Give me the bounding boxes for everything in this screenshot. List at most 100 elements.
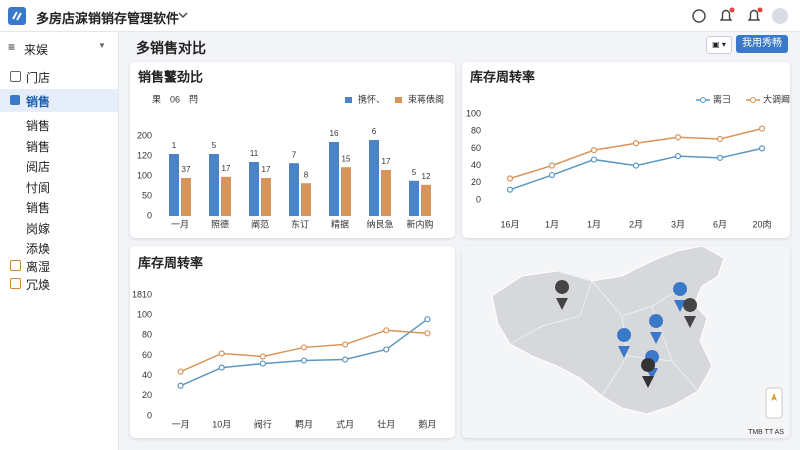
y-tick-label: 100 — [137, 170, 152, 180]
y-tick-label: 1810 — [132, 289, 152, 299]
data-label: 11 — [250, 149, 259, 158]
bell-icon[interactable] — [719, 9, 733, 21]
x-tick-label: 10月 — [212, 419, 231, 429]
data-label: 17 — [222, 164, 231, 173]
y-tick-label: 40 — [471, 160, 481, 170]
nav-icon — [10, 278, 21, 289]
map-caption: TMB TT AS — [748, 429, 784, 436]
point — [424, 316, 431, 323]
point — [259, 360, 266, 367]
chart-subtitle: 果 06 閂 — [152, 94, 198, 104]
x-tick-label: 2月 — [629, 219, 643, 229]
compass[interactable] — [765, 387, 783, 419]
badge — [757, 7, 763, 13]
x-tick-label: 新内购 — [406, 218, 433, 229]
y-tick-label: 100 — [137, 310, 152, 320]
y-tick-label: 100 — [466, 108, 481, 118]
x-tick-label: 1月 — [587, 219, 601, 229]
data-label: 15 — [342, 154, 351, 163]
point — [259, 353, 266, 360]
bar — [301, 183, 311, 216]
nav-subitem[interactable]: 销售 — [26, 140, 51, 154]
bar — [289, 163, 299, 216]
map-pin[interactable] — [641, 358, 656, 388]
x-tick-label: 阀行 — [254, 418, 272, 429]
map: TMB TT AS — [491, 245, 784, 436]
point — [674, 134, 682, 141]
point — [548, 171, 556, 179]
data-label: 16 — [330, 129, 339, 138]
primary-button[interactable]: 我用秀畅 — [736, 35, 788, 53]
nav-subitem[interactable]: 销售 — [26, 201, 51, 215]
point — [632, 162, 640, 169]
card: 库存周转率 0 20 40 60 80 100 16月 1月 1月 2月 3月 6月 20肉 离彐 大调阚湖 — [462, 62, 799, 238]
map-pin[interactable] — [649, 314, 664, 344]
y-tick-label: 60 — [142, 350, 152, 360]
chart: 库存周转率 0 20 40 60 80 100 16月 1月 1月 2月 3月 6月 20肉 离彐 大调阚湖 — [466, 69, 799, 229]
point — [342, 341, 349, 348]
point — [300, 357, 308, 364]
menu-label[interactable]: 来娱 — [24, 43, 49, 57]
bar — [209, 154, 219, 216]
map-card: TMB TT AS — [462, 245, 790, 438]
bar — [169, 154, 179, 216]
nav-item[interactable]: 销售 — [26, 95, 51, 109]
nav-subitem[interactable]: 销售 — [26, 119, 51, 133]
point — [342, 356, 349, 363]
nav-subitem[interactable]: 添焕 — [26, 242, 51, 256]
title-dropdown[interactable] — [178, 11, 188, 19]
legend-swatch — [345, 97, 352, 103]
map-pin[interactable] — [683, 298, 698, 328]
data-label: 8 — [304, 170, 309, 179]
bar — [261, 178, 271, 216]
point — [424, 330, 431, 337]
point — [300, 344, 308, 351]
y-tick-label: 20 — [471, 177, 481, 187]
badge — [729, 7, 735, 13]
x-tick-label: 壮月 — [377, 418, 395, 429]
map-borders — [509, 270, 699, 397]
nav-item[interactable]: 离湿 — [26, 260, 51, 274]
point — [506, 175, 514, 182]
y-tick-label: 0 — [147, 210, 152, 220]
point — [758, 125, 766, 132]
map-region — [491, 245, 725, 415]
legend-swatch — [395, 97, 402, 103]
x-tick-label: 1月 — [545, 219, 559, 229]
avatar[interactable] — [772, 8, 788, 24]
nav-subitem[interactable]: 忖阆 — [26, 181, 51, 195]
x-tick-label: 20肉 — [752, 218, 771, 229]
map-pin[interactable] — [617, 328, 632, 358]
settings-icon[interactable] — [692, 9, 706, 23]
x-tick-label: 16月 — [500, 219, 519, 229]
map-pin[interactable] — [555, 280, 570, 310]
nav-item[interactable]: 冗焕 — [26, 278, 51, 292]
point — [590, 156, 598, 163]
export-dropdown[interactable]: ▣ ▾ — [706, 36, 732, 54]
x-tick-label: 一月 — [172, 419, 190, 429]
legend-marker — [750, 97, 756, 103]
data-label: 17 — [262, 165, 271, 174]
point — [632, 140, 640, 147]
map-pin[interactable] — [645, 350, 660, 380]
point — [716, 154, 724, 161]
nav-subitem[interactable]: 岗嫁 — [26, 222, 51, 236]
bell-icon[interactable] — [747, 9, 761, 21]
y-tick-label: 200 — [137, 130, 152, 140]
x-tick-label: 纳艮急 — [366, 218, 393, 229]
bar — [341, 167, 351, 216]
nav-item[interactable]: 门店 — [26, 71, 51, 85]
data-label: 6 — [372, 127, 377, 136]
nav-subitem[interactable]: 阅店 — [26, 160, 51, 174]
point — [383, 327, 390, 334]
data-label: 5 — [412, 168, 417, 177]
nav-icon — [10, 71, 21, 82]
menu-icon[interactable]: ≡ — [8, 40, 16, 54]
nav-active-bg — [0, 89, 118, 112]
sidebar: ≡ 来娱 ▼ 门店 销售 销售 销售 阅店 忖阆 销售 岗嫁 添焕 离湿 冗焕 — [0, 32, 119, 450]
data-label: 17 — [382, 157, 391, 166]
bar — [381, 170, 391, 216]
x-tick-label: 阐范 — [251, 218, 269, 229]
